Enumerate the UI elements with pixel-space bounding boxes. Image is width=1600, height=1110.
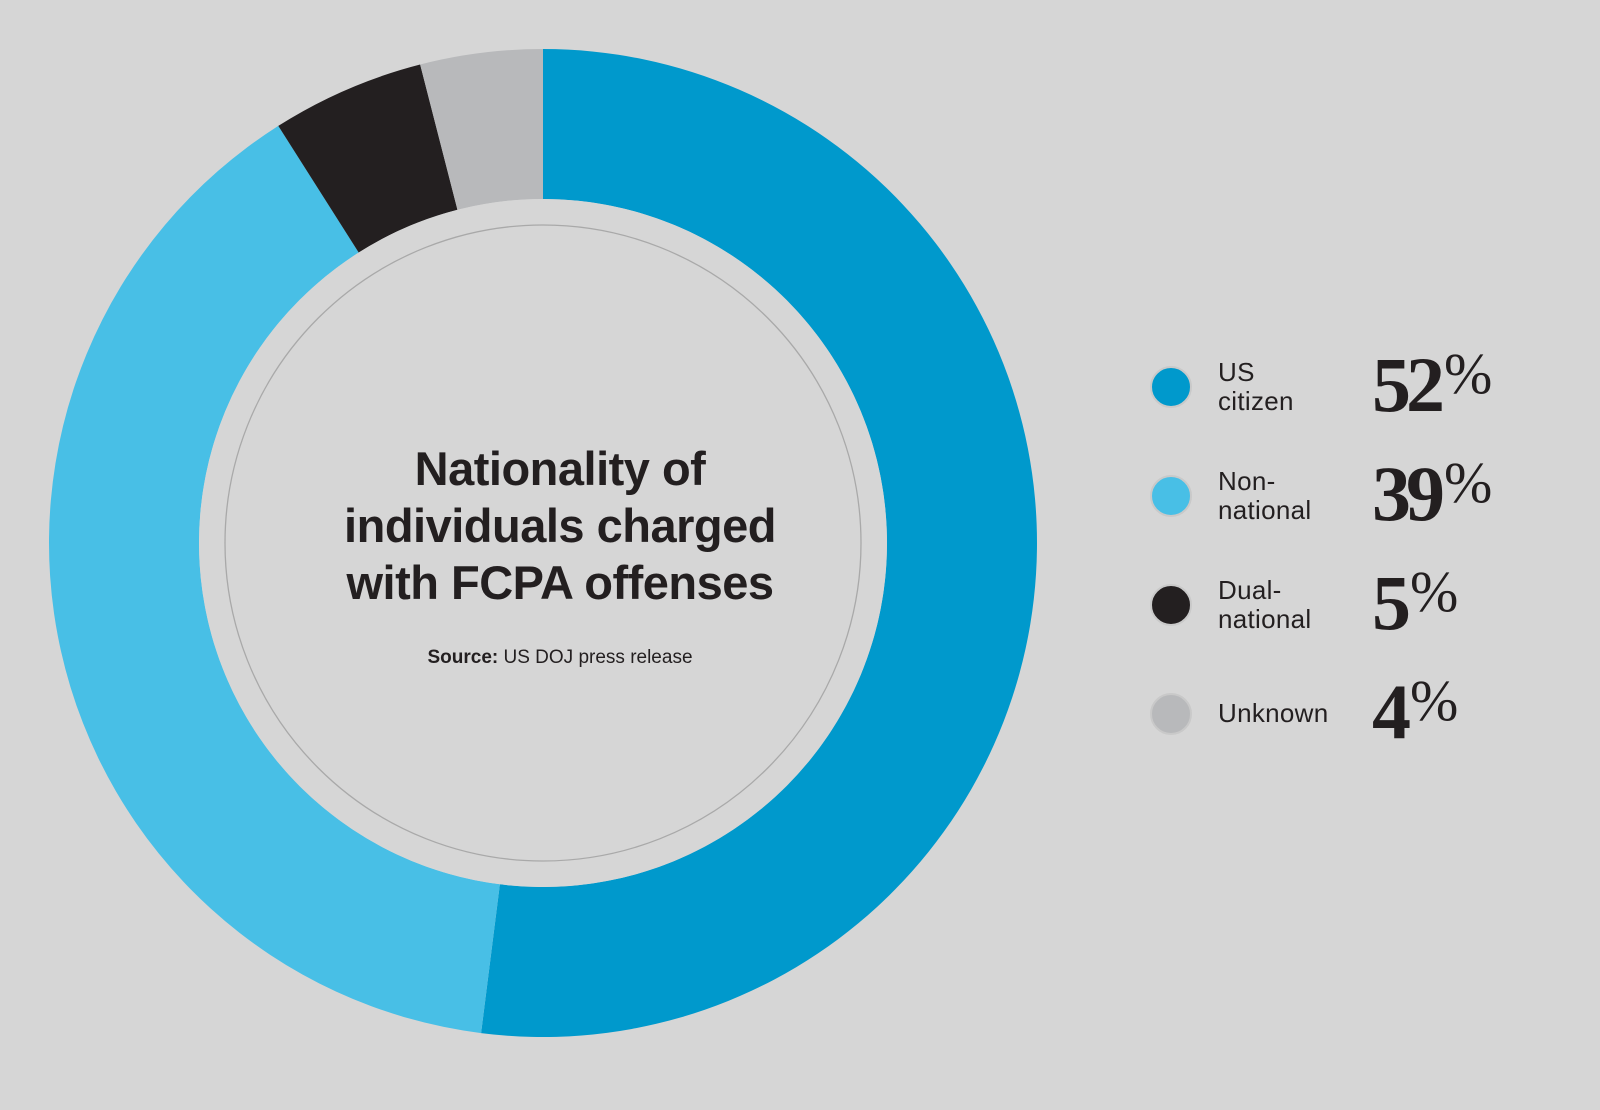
donut-slice-non-national [48, 125, 500, 1034]
chart-title-line: individuals charged [344, 499, 776, 552]
legend-value: 52% [1372, 340, 1492, 430]
legend-value: 5% [1372, 558, 1458, 648]
data-label: 52 [1372, 341, 1445, 428]
chart-title-line: with FCPA offenses [346, 556, 774, 609]
legend-label-line: Non- [1218, 466, 1276, 496]
legend-label: US citizen [1218, 358, 1358, 416]
source-line: Source: US DOJ press release [340, 647, 780, 669]
donut-slices [48, 49, 1037, 1037]
legend-label-line: national [1218, 495, 1312, 525]
chart-title-line: Nationality of [414, 442, 706, 495]
legend-swatch [1150, 475, 1192, 517]
donut-slice-us-citizen [481, 49, 1037, 1037]
source-label: Source: [427, 647, 499, 668]
legend-item-non-national: Non- national 39% [1150, 450, 1590, 576]
legend-value: 39% [1372, 449, 1492, 539]
legend-item-unknown: Unknown 4% [1150, 668, 1590, 794]
percent-sign: % [1444, 341, 1493, 406]
legend-item-us-citizen: US citizen 52% [1150, 341, 1590, 467]
legend: US citizen 52% Non- national 39% Dual- n… [1150, 341, 1590, 794]
donut-chart [48, 49, 1037, 1037]
legend-label-line: national [1218, 604, 1312, 634]
legend-label: Unknown [1218, 699, 1358, 728]
data-label: 5 [1372, 559, 1411, 646]
data-label: 4 [1372, 668, 1411, 755]
chart-title: Nationality of individuals charged with … [340, 440, 780, 611]
center-text: Nationality of individuals charged with … [340, 440, 780, 669]
legend-value: 4% [1372, 667, 1458, 757]
legend-label: Non- national [1218, 467, 1358, 525]
legend-label-line: Dual- [1218, 575, 1282, 605]
donut-center [199, 199, 887, 887]
data-label: 39 [1372, 450, 1445, 537]
legend-swatch [1150, 366, 1192, 408]
legend-label-line: US [1218, 357, 1255, 387]
legend-item-dual-national: Dual- national 5% [1150, 559, 1590, 685]
donut-inner-ring [224, 224, 862, 862]
legend-swatch [1150, 584, 1192, 626]
percent-sign: % [1444, 450, 1493, 515]
donut-slice-dual-national [278, 64, 458, 253]
donut-slice-unknown [420, 49, 543, 210]
legend-swatch [1150, 693, 1192, 735]
legend-label-line: Unknown [1218, 698, 1329, 728]
legend-label: Dual- national [1218, 576, 1358, 634]
percent-sign: % [1410, 668, 1459, 733]
percent-sign: % [1410, 559, 1459, 624]
source-text: US DOJ press release [503, 647, 693, 668]
legend-label-line: citizen [1218, 386, 1294, 416]
